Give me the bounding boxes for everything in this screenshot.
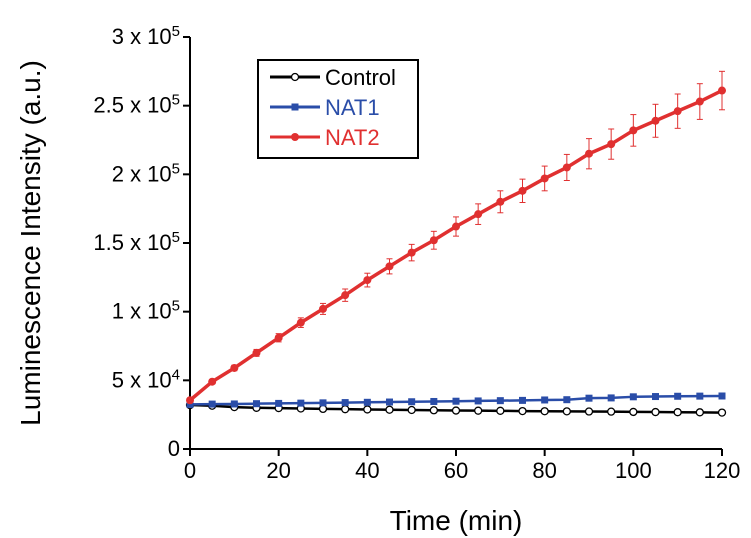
data-point-control [607, 407, 616, 416]
data-point-nat1 [297, 399, 305, 407]
y-tick-label: 2.5 x 105 [93, 91, 180, 118]
data-point-nat2 [607, 140, 616, 149]
data-point-nat2 [718, 86, 726, 95]
data-point-nat2 [363, 276, 372, 285]
legend-marker-nat1 [291, 103, 299, 111]
data-point-nat2 [341, 291, 350, 300]
legend: Control NAT1 NAT2 [257, 59, 419, 159]
data-point-nat1 [652, 393, 659, 401]
data-point-control [562, 407, 571, 416]
data-point-nat1 [208, 400, 216, 408]
series-nat2 [186, 70, 726, 405]
x-tick-label: 0 [184, 458, 196, 483]
data-point-nat1 [275, 399, 283, 407]
data-point-nat1 [629, 393, 637, 401]
data-point-nat2 [518, 186, 527, 195]
data-point-nat2 [585, 149, 593, 158]
y-tick-label: 1 x 105 [112, 297, 180, 324]
data-point-control [363, 405, 372, 414]
data-point-control [717, 408, 727, 417]
data-point-nat1 [341, 399, 349, 407]
x-axis-title: Time (min) [390, 505, 523, 536]
data-point-nat1 [563, 396, 571, 404]
data-point-nat2 [496, 197, 505, 206]
x-tick-label: 80 [532, 458, 556, 483]
y-tick-label: 2 x 105 [112, 160, 180, 187]
data-point-control [584, 407, 594, 416]
data-point-nat1 [430, 397, 438, 405]
data-point-nat2 [252, 348, 261, 357]
legend-label-nat1: NAT1 [325, 95, 380, 120]
series-nat1 [186, 392, 726, 408]
data-point-nat2 [562, 163, 571, 172]
series-control [185, 400, 727, 417]
data-point-control [429, 406, 438, 415]
data-point-nat1 [319, 399, 327, 407]
data-point-nat2 [474, 210, 483, 219]
data-point-nat1 [363, 398, 371, 406]
data-point-nat1 [607, 394, 615, 402]
x-tick-label: 100 [615, 458, 652, 483]
data-point-control [695, 408, 704, 417]
data-point-control [518, 406, 527, 416]
data-point-nat1 [674, 392, 682, 400]
data-point-nat1 [186, 400, 194, 408]
data-point-nat2 [274, 333, 283, 342]
data-point-nat1 [718, 392, 726, 400]
data-point-control [496, 406, 505, 415]
data-point-control [341, 405, 350, 414]
legend-label-nat2: NAT2 [325, 125, 380, 150]
y-tick-label: 1.5 x 105 [93, 229, 180, 256]
data-point-control [318, 404, 328, 414]
data-point-nat1 [452, 397, 460, 405]
data-point-nat2 [695, 97, 704, 106]
x-tick-label: 120 [704, 458, 741, 483]
data-point-control [474, 406, 483, 415]
legend-marker-nat2 [291, 133, 299, 141]
data-point-nat1 [474, 397, 482, 405]
data-point-control [451, 406, 461, 415]
data-point-nat2 [673, 107, 682, 116]
data-point-nat2 [429, 236, 438, 245]
legend-label-control: Control [325, 65, 396, 90]
data-point-nat1 [496, 397, 504, 405]
x-tick-label: 40 [355, 458, 379, 483]
data-point-nat1 [519, 396, 526, 404]
y-axis-title: Luminescence Intensity (a.u.) [15, 60, 46, 426]
data-point-nat1 [408, 398, 416, 406]
data-point-nat2 [385, 262, 394, 271]
legend-marker-control [290, 72, 300, 82]
data-point-nat2 [319, 304, 327, 313]
data-point-control [673, 408, 682, 417]
data-point-nat2 [208, 377, 217, 386]
data-point-nat2 [651, 116, 660, 125]
data-point-nat1 [230, 400, 238, 408]
y-tick-label: 3 x 105 [112, 23, 180, 50]
data-point-control [540, 407, 549, 416]
data-point-nat2 [540, 174, 549, 183]
data-point-nat2 [629, 126, 638, 135]
x-tick-label: 20 [266, 458, 290, 483]
data-point-control [629, 407, 638, 417]
data-point-control [385, 405, 394, 414]
data-point-nat2 [407, 248, 416, 257]
data-point-nat1 [696, 392, 704, 400]
x-tick-label: 60 [444, 458, 468, 483]
data-point-nat2 [186, 396, 194, 405]
y-tick-label: 5 x 104 [112, 366, 180, 393]
data-point-nat1 [541, 396, 549, 404]
data-point-nat2 [230, 363, 239, 372]
series-layer [185, 70, 727, 417]
data-point-control [407, 405, 416, 415]
data-point-control [651, 407, 660, 417]
data-point-nat1 [585, 394, 593, 402]
data-point-nat2 [296, 318, 305, 327]
y-tick-label: 0 [168, 436, 180, 461]
data-point-nat2 [452, 222, 460, 231]
data-point-nat1 [386, 398, 393, 406]
axes: 0 20 40 60 80 100 120 0 5 x 104 1 x 105 1.5 x 105 2… [93, 23, 740, 484]
data-point-nat1 [253, 400, 260, 408]
